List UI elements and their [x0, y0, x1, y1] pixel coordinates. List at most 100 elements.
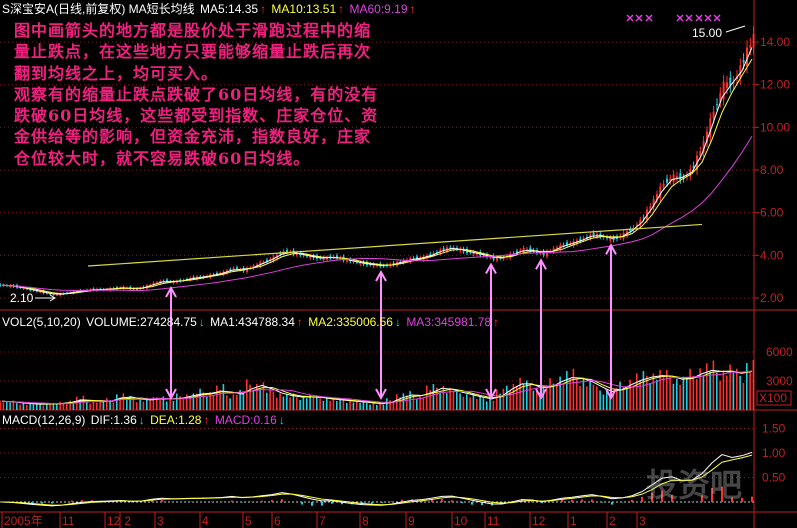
candle-body	[496, 257, 498, 261]
volume-bar	[646, 375, 648, 410]
signal-marker-stroke	[676, 14, 684, 22]
candle-body	[46, 292, 48, 294]
candle-body	[476, 253, 478, 255]
volume-unit-box	[756, 390, 792, 406]
volume-bar	[739, 375, 741, 410]
candle-body	[709, 118, 712, 138]
volume-bar	[169, 398, 171, 410]
volume-bar	[29, 403, 31, 410]
volume-bar	[316, 395, 318, 410]
volume-bar	[719, 380, 721, 410]
annotation-line: 翻到均线之上，均可买入。	[14, 63, 219, 83]
volume-bar	[322, 400, 325, 410]
volume-bar	[309, 394, 311, 410]
volume-bar	[219, 390, 221, 410]
volume-bar	[236, 394, 238, 410]
candle-body	[302, 254, 305, 256]
volume-bar	[459, 393, 461, 410]
volume-tick-label: 6000	[766, 345, 793, 359]
volume-bar	[226, 395, 228, 410]
volume-bar	[329, 400, 331, 410]
volume-bar	[312, 397, 315, 410]
volume-bar	[302, 396, 305, 410]
dif-value: DIF:1.36	[90, 413, 137, 427]
volume-bar	[606, 391, 608, 410]
volume-bar	[129, 395, 131, 410]
candle-body	[749, 45, 752, 48]
volume-unit-label: X100	[759, 391, 787, 405]
candle-body	[369, 264, 372, 266]
arrow-down-icon	[485, 388, 497, 401]
volume-bar	[519, 377, 521, 410]
volume-ma1: MA1:434788.34	[210, 315, 295, 329]
volume-bar	[119, 397, 121, 410]
volume-bar	[86, 402, 88, 410]
macd-tick-label: 1.50	[762, 422, 786, 436]
volume-bar	[359, 402, 361, 410]
candle-body	[706, 131, 708, 143]
volume-bar	[726, 375, 728, 410]
volume-bar	[186, 394, 188, 410]
candle-body	[649, 206, 652, 210]
volume-bar	[242, 393, 245, 410]
candle-body	[319, 257, 322, 259]
volume-bar	[386, 398, 388, 410]
annotation-line: 图中画箭头的地方都是股价处于滑跑过程中的缩	[14, 21, 372, 40]
volume-bar	[232, 394, 235, 410]
volume-bar	[19, 404, 21, 410]
volume-bar	[66, 403, 68, 410]
volume-bar	[176, 393, 178, 410]
candle-body	[556, 247, 558, 249]
candle-body	[562, 244, 565, 246]
volume-bar	[602, 394, 605, 410]
volume-bar	[686, 378, 688, 410]
arrow-up-icon	[375, 269, 387, 282]
candle-body	[459, 248, 462, 252]
volume-bar	[506, 385, 508, 410]
volume-bar	[202, 392, 205, 410]
candle-body	[469, 251, 472, 253]
candle-body	[432, 253, 435, 255]
candle-body	[266, 259, 268, 262]
volume-bar	[149, 400, 151, 410]
candle-body	[542, 251, 545, 256]
volume-bar	[579, 386, 581, 410]
volume-bar	[336, 400, 338, 410]
volume-bar	[649, 382, 651, 410]
price-tick-label: 6.00	[760, 206, 784, 220]
volume-bar	[16, 403, 18, 410]
volume-bar	[706, 363, 708, 410]
dif-line	[1, 451, 753, 507]
arrow-down-icon	[165, 388, 177, 401]
date-tick-label: 12	[532, 514, 546, 528]
up-arrow-icon: ↑	[296, 315, 303, 329]
volume-bar	[22, 402, 25, 410]
volume-bar	[589, 378, 591, 410]
volume-bar	[432, 384, 435, 410]
annotation-line: 跌破60日均线，这些都受到指数、庄家仓位、资	[14, 106, 379, 126]
volume-bar	[46, 403, 48, 410]
signal-marker-icon	[645, 14, 653, 22]
candle-body	[636, 224, 638, 227]
volume-bar	[376, 404, 378, 410]
volume-bar	[346, 403, 348, 410]
volume-bar	[36, 402, 38, 410]
volume-bar	[102, 401, 105, 410]
volume-bar	[286, 394, 288, 410]
volume-bar	[492, 400, 495, 410]
candle-body	[449, 247, 452, 249]
candle-body	[516, 251, 518, 253]
down-arrow-icon: ↓	[138, 413, 145, 427]
date-tick-label: 2005年	[4, 514, 43, 528]
volume-bar	[382, 404, 385, 410]
volume-bar	[642, 371, 645, 410]
volume-bar	[39, 404, 41, 410]
volume-bar	[79, 399, 81, 410]
candle-body	[676, 176, 678, 179]
candle-body	[612, 237, 615, 240]
signal-marker-icon	[704, 14, 712, 22]
volume-bar	[162, 396, 165, 410]
volume-bar	[552, 383, 555, 410]
